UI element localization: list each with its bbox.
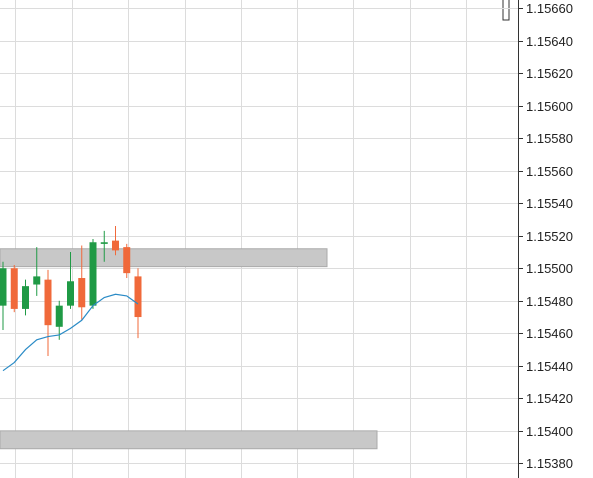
candle-body [134, 276, 142, 318]
y-tick-label: 1.15660 [526, 1, 573, 16]
vertical-grid [15, 0, 467, 478]
candle-body [123, 247, 131, 274]
candle-body [44, 279, 52, 326]
moving-average-line [2, 293, 139, 372]
candle-body [22, 286, 29, 309]
y-tick-label: 1.15620 [526, 66, 573, 81]
y-tick-label: 1.15580 [526, 131, 573, 146]
y-tick-label: 1.15420 [526, 391, 573, 406]
zone [0, 248, 328, 268]
candle-body [112, 240, 119, 251]
y-tick-label: 1.15640 [526, 34, 573, 49]
candle-body [78, 278, 86, 308]
y-tick-label: 1.15480 [526, 294, 573, 309]
candle-body [10, 268, 18, 309]
y-tick-label: 1.15440 [526, 359, 573, 374]
candle-body [55, 305, 63, 327]
candle-body [67, 281, 74, 306]
y-tick-label: 1.15600 [526, 99, 573, 114]
y-tick-label: 1.15540 [526, 196, 573, 211]
y-tick-label: 1.15380 [526, 456, 573, 471]
y-tick-label: 1.15560 [526, 164, 573, 179]
zone [0, 430, 378, 450]
candle-body [100, 242, 108, 244]
candle-body [0, 268, 7, 306]
y-tick-label: 1.15400 [526, 424, 573, 439]
y-tick-label: 1.15520 [526, 229, 573, 244]
candle-body [33, 276, 41, 285]
candle-body [89, 242, 97, 306]
y-tick-label: 1.15460 [526, 326, 573, 341]
y-tick-label: 1.15500 [526, 261, 573, 276]
bracket-icon [502, 0, 510, 21]
